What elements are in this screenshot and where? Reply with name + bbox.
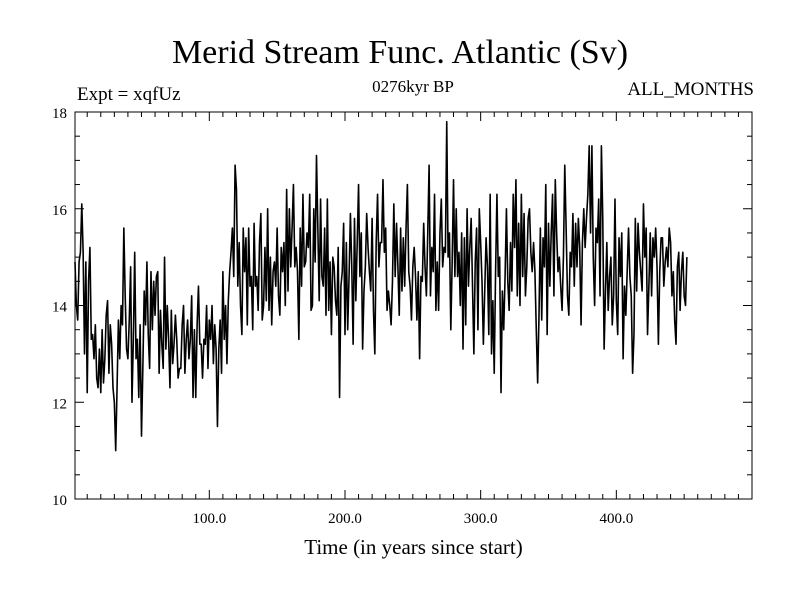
x-axis-label: Time (in years since start) xyxy=(304,535,523,559)
experiment-label: Expt = xqfUz xyxy=(77,84,181,105)
x-tick-label: 400.0 xyxy=(599,511,633,527)
tick-labels: 100.0 200.0 300.0 400.0 10 12 14 16 18 xyxy=(52,106,633,527)
y-tick-label: 10 xyxy=(52,493,67,509)
chart-subtitle: 0276kyr BP xyxy=(372,77,454,96)
plot-frame xyxy=(74,111,753,500)
x-tick-label: 300.0 xyxy=(464,511,498,527)
series-line xyxy=(74,120,688,452)
y-tick-label: 12 xyxy=(52,396,67,412)
y-tick-label: 18 xyxy=(52,106,67,122)
series-layer xyxy=(74,120,688,452)
y-tick-label: 14 xyxy=(52,300,68,316)
x-tick-label: 200.0 xyxy=(328,511,362,527)
chart-title: Merid Stream Func. Atlantic (Sv) xyxy=(171,34,629,71)
y-tick-label: 16 xyxy=(52,203,68,219)
axis-ticks xyxy=(75,112,752,499)
x-tick-label: 100.0 xyxy=(192,511,226,527)
months-label: ALL_MONTHS xyxy=(627,79,754,100)
